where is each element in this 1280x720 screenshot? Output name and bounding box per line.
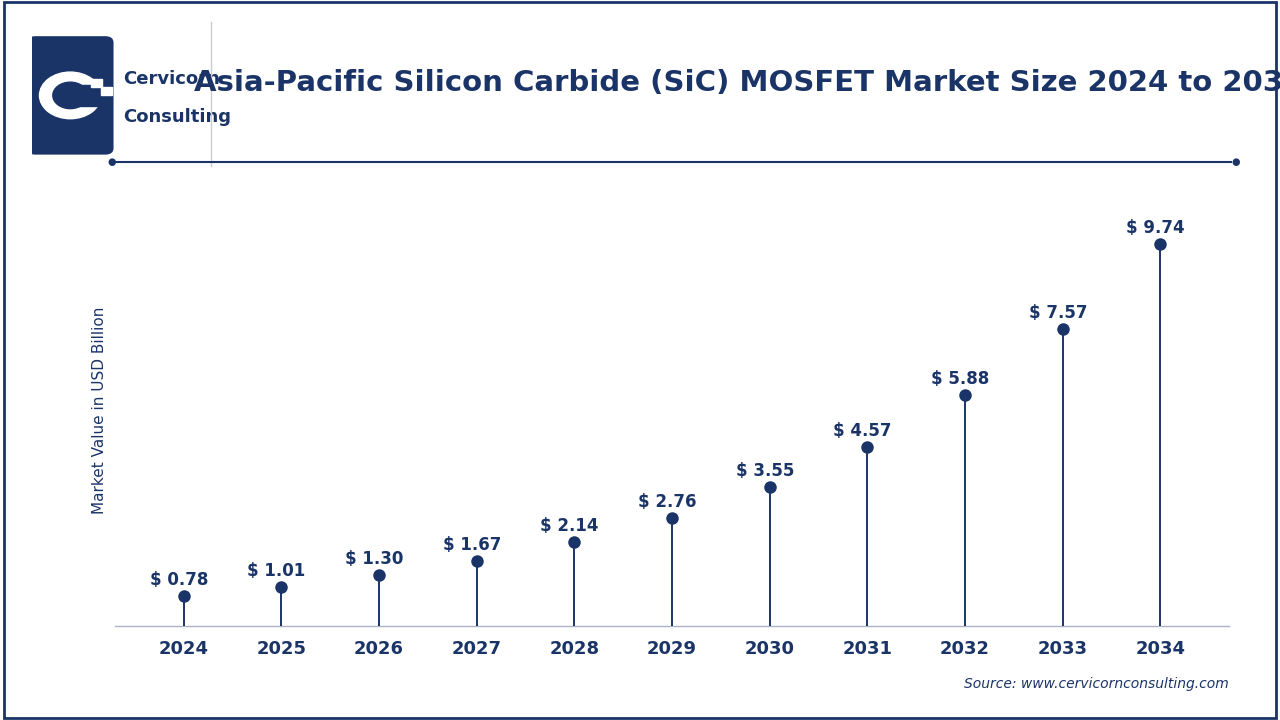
- Text: $ 1.01: $ 1.01: [247, 562, 306, 580]
- Text: $ 2.76: $ 2.76: [637, 493, 696, 511]
- Text: $ 9.74: $ 9.74: [1126, 219, 1185, 237]
- Text: $ 3.55: $ 3.55: [736, 462, 794, 480]
- Y-axis label: Market Value in USD Billion: Market Value in USD Billion: [92, 307, 106, 514]
- Text: $ 2.14: $ 2.14: [540, 517, 599, 535]
- Text: $ 4.57: $ 4.57: [833, 422, 892, 440]
- Text: Cervicorn: Cervicorn: [124, 70, 220, 88]
- Text: Asia-Pacific Silicon Carbide (SiC) MOSFET Market Size 2024 to 2034: Asia-Pacific Silicon Carbide (SiC) MOSFE…: [195, 69, 1280, 96]
- Bar: [91, 79, 102, 87]
- Text: $ 5.88: $ 5.88: [931, 370, 989, 388]
- Text: $ 1.30: $ 1.30: [344, 550, 403, 568]
- Text: $ 0.78: $ 0.78: [150, 571, 207, 589]
- Bar: [101, 87, 111, 95]
- Text: ●: ●: [1231, 157, 1239, 167]
- Circle shape: [40, 72, 101, 119]
- FancyBboxPatch shape: [27, 36, 114, 155]
- Bar: [70, 85, 104, 106]
- Circle shape: [52, 82, 88, 109]
- Text: $ 1.67: $ 1.67: [443, 536, 500, 554]
- Text: Consulting: Consulting: [124, 108, 232, 126]
- Text: ●: ●: [108, 157, 115, 167]
- Text: Source: www.cervicornconsulting.com: Source: www.cervicornconsulting.com: [964, 678, 1229, 691]
- Text: $ 7.57: $ 7.57: [1029, 304, 1087, 322]
